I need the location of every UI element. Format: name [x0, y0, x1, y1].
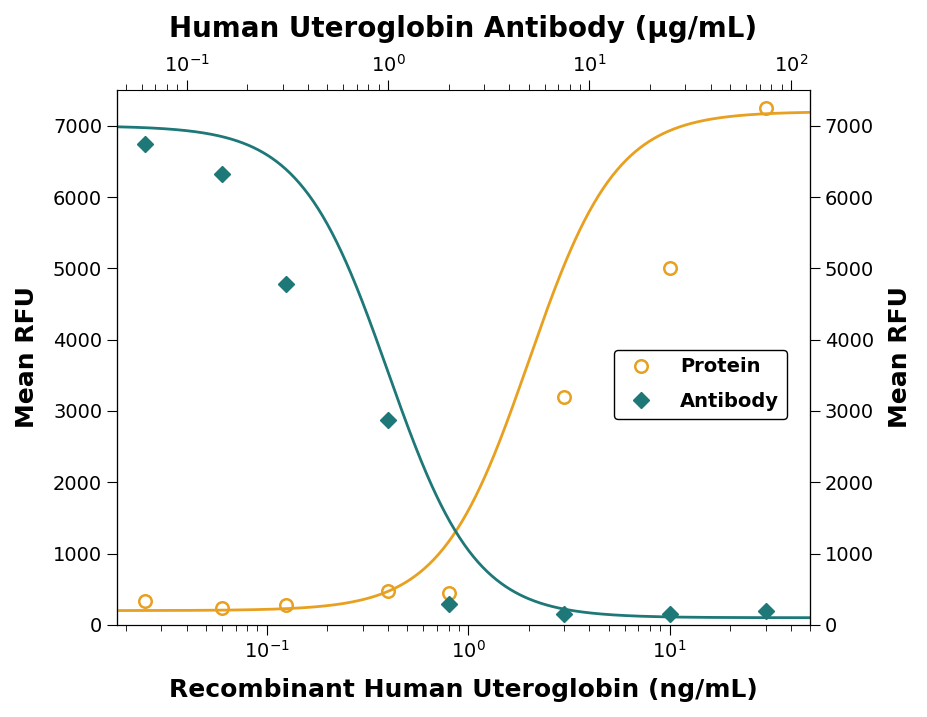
Y-axis label: Mean RFU: Mean RFU — [888, 287, 912, 429]
X-axis label: Human Uteroglobin Antibody (μg/mL): Human Uteroglobin Antibody (μg/mL) — [170, 15, 757, 43]
Legend: Protein, Antibody: Protein, Antibody — [614, 350, 787, 419]
X-axis label: Recombinant Human Uteroglobin (ng/mL): Recombinant Human Uteroglobin (ng/mL) — [169, 678, 758, 702]
Y-axis label: Mean RFU: Mean RFU — [15, 287, 39, 429]
